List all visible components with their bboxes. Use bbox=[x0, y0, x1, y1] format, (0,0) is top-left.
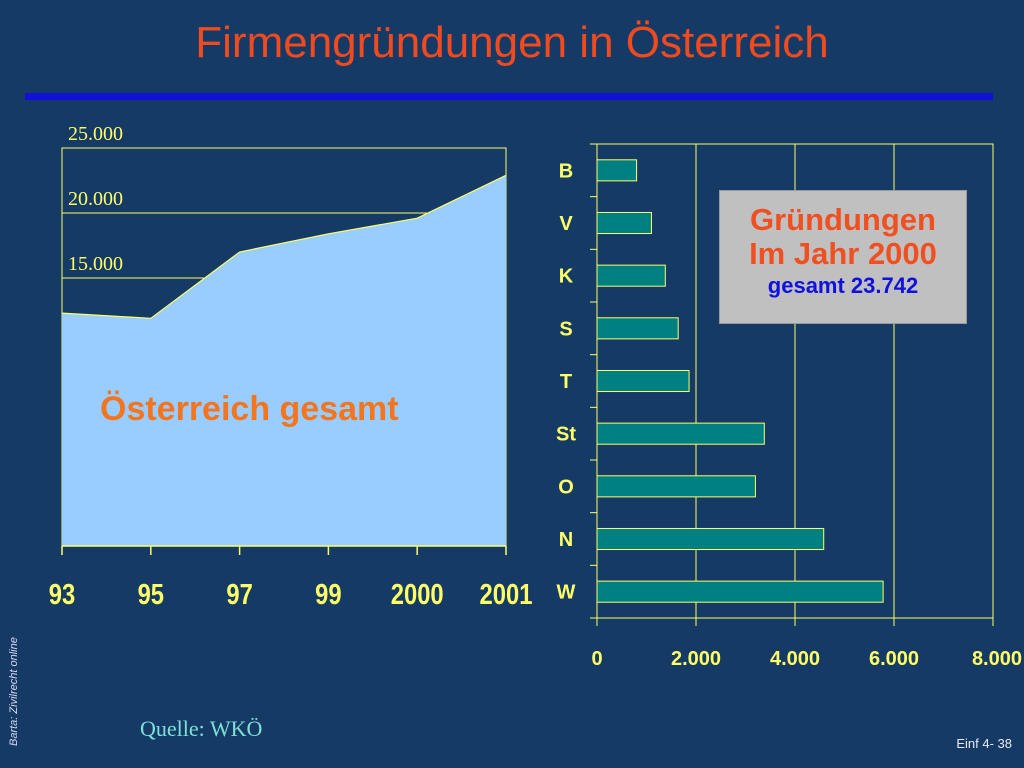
area-x-tick-label: 2000 bbox=[391, 578, 444, 611]
bar-n bbox=[596, 527, 825, 551]
area-x-tick-label: 97 bbox=[226, 578, 252, 611]
area-x-tick-label: 93 bbox=[49, 578, 75, 611]
bar-chart: B V K S T St O N W 0 2.000 4.000 6.000 8.000 bbox=[556, 143, 1022, 670]
bar-category-label: B bbox=[559, 160, 573, 182]
bar-b bbox=[596, 159, 638, 182]
bar-category-label: W bbox=[557, 582, 576, 604]
side-note: Barta: Zivilrecht online bbox=[8, 637, 20, 746]
bar-o bbox=[596, 475, 756, 498]
bar-w bbox=[596, 580, 884, 603]
bar-category-label: K bbox=[559, 266, 574, 288]
area-x-tick-label: 2001 bbox=[480, 578, 533, 611]
info-box-line-1: Gründungen bbox=[750, 202, 936, 237]
slide-title: Firmengründungen in Österreich bbox=[195, 18, 829, 67]
bar-x-tick-label: 4.000 bbox=[770, 648, 820, 670]
source-note: Quelle: WKÖ bbox=[140, 716, 263, 741]
bar-k bbox=[596, 264, 666, 287]
area-series-line bbox=[61, 174, 507, 319]
bar-category-label: T bbox=[560, 371, 572, 393]
bar-v bbox=[596, 211, 652, 235]
bar-s bbox=[596, 317, 679, 340]
info-box: Gründungen Im Jahr 2000 gesamt 23.742 bbox=[719, 190, 967, 324]
bar-x-tick-label: 6.000 bbox=[869, 648, 919, 670]
bar-category-label: St bbox=[556, 424, 576, 446]
bar-category-label: V bbox=[559, 213, 573, 235]
bar-category-label: N bbox=[559, 529, 573, 551]
page-number: Einf 4- 38 bbox=[956, 736, 1012, 751]
bar-x-tick-label: 0 bbox=[591, 648, 602, 670]
area-series-fill bbox=[62, 175, 506, 547]
area-chart: 15.000 20.000 25.000 93 95 97 99 2000 2001 bbox=[49, 123, 533, 611]
bar-category-label: S bbox=[559, 318, 572, 340]
bar-t bbox=[596, 369, 690, 393]
area-y-tick-label: 15.000 bbox=[68, 253, 123, 275]
area-x-tick-label: 95 bbox=[138, 578, 164, 611]
area-series-label: Österreich gesamt bbox=[100, 390, 399, 428]
bar-x-tick-label: 8.000 bbox=[972, 648, 1022, 670]
title-divider bbox=[25, 93, 993, 100]
area-y-tick-label: 20.000 bbox=[68, 188, 123, 210]
info-box-total: gesamt 23.742 bbox=[767, 273, 919, 298]
area-x-tick-label: 99 bbox=[315, 578, 341, 611]
info-box-line-2: Im Jahr 2000 bbox=[749, 236, 937, 271]
area-y-tick-label: 25.000 bbox=[68, 123, 123, 145]
bar-st bbox=[596, 422, 765, 445]
bar-x-tick-label: 2.000 bbox=[671, 648, 721, 670]
bar-category-label: O bbox=[558, 476, 574, 498]
